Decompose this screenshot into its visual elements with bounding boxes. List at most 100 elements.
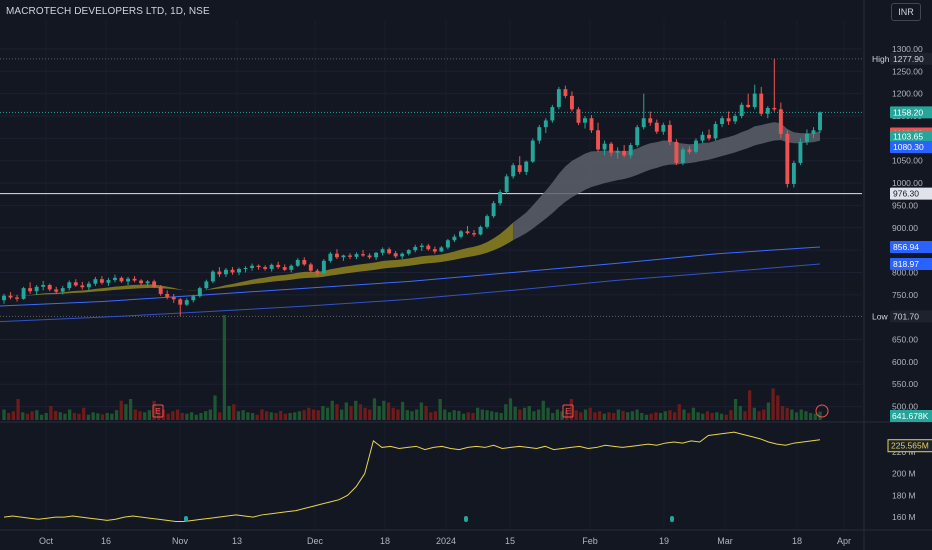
volume-bar xyxy=(288,413,292,420)
volume-bar xyxy=(311,409,316,420)
volume-bar xyxy=(560,411,564,420)
volume-bar xyxy=(152,400,156,420)
candle-body xyxy=(400,253,405,257)
candle-body xyxy=(178,299,183,305)
volume-bar xyxy=(672,412,677,420)
volume-bar xyxy=(635,409,639,420)
volume-bar xyxy=(752,407,756,420)
x-tick-label: 13 xyxy=(232,536,242,546)
candle-body xyxy=(530,140,535,162)
candle-body xyxy=(367,255,372,258)
volume-bar xyxy=(372,398,377,420)
candle-body xyxy=(720,118,725,125)
volume-bar xyxy=(410,411,414,420)
volume-bar xyxy=(485,410,489,420)
candle-body xyxy=(308,264,313,271)
volume-bar xyxy=(77,413,81,420)
candle-body xyxy=(556,89,561,108)
candle-body xyxy=(811,130,816,134)
currency-button[interactable]: INR xyxy=(891,3,921,21)
volume-bar xyxy=(194,414,198,420)
candle-body xyxy=(93,279,98,284)
candle-body xyxy=(184,300,189,305)
candle-body xyxy=(243,268,248,269)
ma2-badge: 818.97 xyxy=(893,259,919,269)
candle-body xyxy=(537,127,542,141)
candle-body xyxy=(86,283,91,288)
y-tick-label: 900.00 xyxy=(892,223,918,233)
volume-bar xyxy=(480,409,484,420)
candle-body xyxy=(41,284,46,287)
volume-bar xyxy=(471,413,475,420)
ribbon-lower-badge-bg xyxy=(890,141,932,154)
time-axis[interactable]: Oct 16 Nov 13 Dec 18 2024 15 Feb 19 Mar 18 Apr xyxy=(39,536,851,546)
last-price-badge-bg xyxy=(890,106,932,119)
candle-body xyxy=(739,104,744,116)
x-tick-label: Oct xyxy=(39,536,54,546)
volume-bar xyxy=(321,406,325,420)
candle-body xyxy=(491,203,496,217)
volume-bar xyxy=(21,412,25,420)
x-tick-label: 19 xyxy=(659,536,669,546)
volume-bar xyxy=(185,413,189,420)
volume-bar xyxy=(583,409,588,420)
volume-bar xyxy=(400,401,405,420)
candle-body xyxy=(517,165,522,172)
volume-bar xyxy=(804,411,808,420)
candle-body xyxy=(550,107,555,121)
ma2-line xyxy=(0,263,821,323)
x-tick-label: Mar xyxy=(717,536,733,546)
candle-body xyxy=(432,249,437,252)
volume-bar xyxy=(429,412,433,420)
candle-body xyxy=(393,253,398,257)
volume-bar xyxy=(701,413,705,420)
volume-bar xyxy=(415,409,419,420)
volume-bar xyxy=(762,409,766,420)
candle-body xyxy=(589,118,594,131)
volume-bar xyxy=(204,411,208,420)
ribbon-mid-badge: 1103.65 xyxy=(893,132,923,142)
candle-body xyxy=(152,281,157,287)
volume-bar xyxy=(7,413,11,420)
candle-body xyxy=(60,288,65,292)
volume-badge: 641.678K xyxy=(892,411,929,421)
earnings-marker-icon xyxy=(152,404,164,418)
obv-panel xyxy=(3,431,821,522)
volume-bar xyxy=(494,412,499,420)
candle-body xyxy=(667,124,672,142)
volume-bar xyxy=(696,412,700,420)
candle-body xyxy=(478,226,483,235)
volume-bar xyxy=(208,409,212,420)
candle-body xyxy=(165,293,170,298)
candle-body xyxy=(511,165,516,177)
candle-body xyxy=(472,233,476,235)
volume-bar xyxy=(241,410,245,420)
volume-bar xyxy=(452,410,456,420)
volume-bar xyxy=(250,413,255,420)
volume-bar xyxy=(255,414,259,420)
candle-body xyxy=(295,259,300,266)
candle-body xyxy=(197,288,202,297)
candle-body xyxy=(341,255,346,258)
x-tick-label: Dec xyxy=(307,536,324,546)
volume-bar xyxy=(325,407,330,420)
candle-body xyxy=(113,277,117,281)
volume-bar xyxy=(293,412,297,420)
volume-bar xyxy=(808,413,813,420)
candle-body xyxy=(99,279,104,283)
price-axis[interactable]: 1300.001250.001200.001150.001100.001050.… xyxy=(872,44,932,522)
volume-bar xyxy=(757,411,761,420)
volume-bar xyxy=(518,409,522,420)
candle-body xyxy=(583,118,587,123)
volume-bar xyxy=(461,413,466,420)
volume-bar xyxy=(335,404,339,420)
candlestick-series xyxy=(2,58,822,317)
volume-bar xyxy=(143,412,147,420)
candle-body xyxy=(67,282,72,289)
candle-body xyxy=(191,296,196,301)
candle-body xyxy=(426,245,431,250)
volume-bar xyxy=(551,413,555,420)
x-tick-label: 18 xyxy=(792,536,802,546)
